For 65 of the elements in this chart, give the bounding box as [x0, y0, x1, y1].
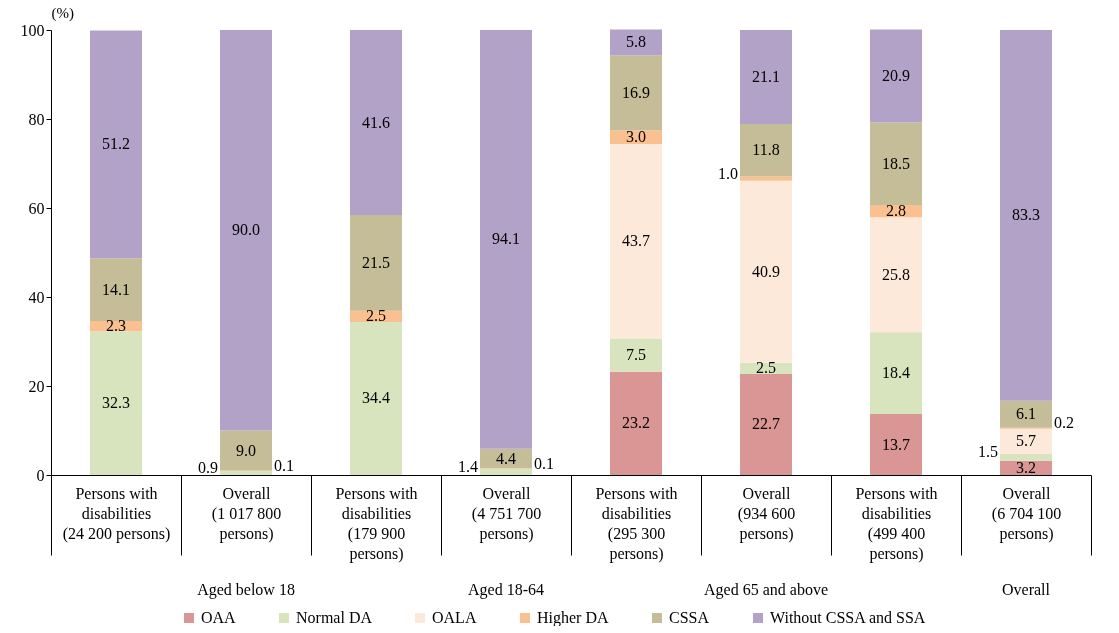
x-tick-label: Persons with disabilities (24 200 persons)	[62, 484, 171, 543]
data-label: 16.9	[622, 83, 650, 101]
data-label: 2.8	[886, 202, 906, 220]
data-label: 0.1	[534, 454, 554, 472]
data-label: 3.2	[1016, 458, 1036, 476]
data-label: 43.7	[622, 232, 650, 250]
x-tick-label: Overall (934 600 persons)	[737, 484, 796, 543]
y-tick-label: 20	[28, 377, 45, 395]
data-label: 51.2	[102, 135, 130, 153]
data-label: 2.3	[106, 317, 126, 335]
data-label: 1.5	[978, 443, 998, 461]
data-label: 9.0	[236, 441, 256, 459]
x-tick-label: Persons with disabilities (179 900 persons)	[335, 484, 418, 563]
data-label: 0.9	[198, 459, 218, 476]
y-axis-title: (%)	[51, 4, 74, 22]
data-label: 83.3	[1012, 206, 1040, 224]
x-tick-label: Persons with disabilities (295 300 persons)	[595, 484, 678, 563]
data-label: 14.1	[102, 280, 130, 298]
data-label: 18.4	[882, 364, 910, 382]
x-tick-label: Overall (1 017 800 persons)	[211, 484, 282, 543]
data-label: 0.1	[274, 456, 294, 474]
data-label: 1.4	[458, 457, 478, 475]
data-label: 5.8	[626, 33, 646, 51]
data-label: 1.0	[718, 164, 738, 182]
data-label: 18.5	[882, 154, 910, 172]
data-label: 2.5	[756, 359, 776, 377]
text: Aged 65 and above	[704, 581, 828, 599]
data-label: 5.7	[1016, 432, 1036, 450]
data-label: 11.8	[752, 141, 780, 159]
legend-label: Normal DA	[296, 609, 373, 626]
data-label: 34.4	[362, 389, 390, 407]
data-label: 6.1	[1016, 405, 1036, 423]
x-tick-label: Overall (6 704 100 persons)	[991, 484, 1062, 543]
x-tick-label: Overall (4 751 700 persons)	[471, 484, 542, 543]
data-label: 4.4	[496, 449, 516, 467]
data-label: 20.9	[882, 67, 910, 85]
data-label: 25.8	[882, 265, 910, 283]
text: Overall	[1002, 581, 1051, 598]
data-label: 32.3	[102, 394, 130, 412]
legend-label: OALA	[432, 609, 477, 626]
data-label: 22.7	[752, 415, 780, 433]
legend-label: CSSA	[669, 609, 710, 626]
data-label: 13.7	[882, 435, 910, 453]
legend-label: OAA	[201, 609, 237, 626]
text: Aged below 18	[197, 581, 295, 599]
legend-label: Without CSSA and SSA	[770, 609, 926, 626]
x-tick-label: Persons with disabilities (499 400 persons)	[855, 484, 938, 563]
data-label: 7.5	[626, 346, 646, 364]
text: Aged 18-64	[468, 581, 544, 599]
data-label: 2.5	[366, 307, 386, 325]
data-label: 21.5	[362, 253, 390, 271]
data-label: 0.2	[1054, 414, 1074, 432]
y-tick-label: 40	[28, 288, 45, 306]
y-tick-label: 100	[20, 21, 45, 39]
legend-label: Higher DA	[537, 609, 609, 627]
y-tick-label: 80	[28, 110, 45, 128]
data-label: 3.0	[626, 128, 646, 146]
data-label: 94.1	[492, 230, 520, 248]
data-label: 21.1	[752, 67, 780, 85]
data-label: 40.9	[752, 262, 780, 280]
data-label: 90.0	[232, 221, 260, 239]
data-label: 23.2	[622, 414, 650, 432]
y-tick-label: 0	[36, 466, 45, 484]
y-tick-label: 60	[28, 199, 45, 217]
data-label: 41.6	[362, 113, 390, 131]
